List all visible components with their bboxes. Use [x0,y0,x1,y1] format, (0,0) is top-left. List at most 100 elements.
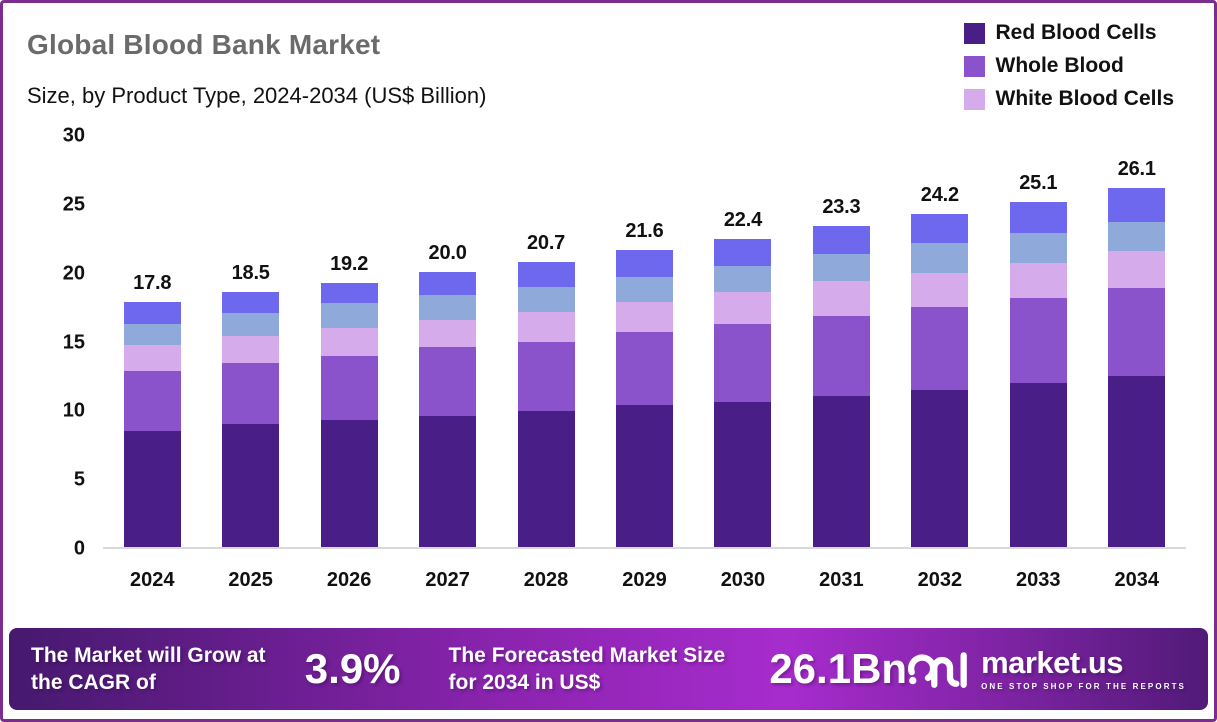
bar-segment [1009,263,1067,298]
bar-segment [812,226,870,254]
bar-segment [517,286,575,312]
bar-segment [714,266,772,293]
bar-segment [123,302,181,325]
cagr-label: The Market will Grow at the CAGR of [31,643,266,694]
bar-total-label: 21.6 [625,219,664,242]
legend-label: White Blood Cells [995,87,1175,110]
bar-segment [911,307,969,391]
bar-segment [517,341,575,411]
bar-segment [714,323,772,403]
y-tick-label: 0 [73,537,85,560]
bar-total-label: 26.1 [1117,157,1156,180]
forecast-label: The Forecasted Market Size for 2034 in U… [448,643,726,694]
bar-total-label: 17.8 [133,272,172,294]
x-tick-label: 2027 [425,569,470,591]
bar-segment [222,313,280,337]
x-tick-label: 2032 [917,569,963,591]
legend-item: Red Blood Cells [963,21,1175,45]
x-tick-label: 2029 [622,569,667,591]
bar-segment [123,344,181,371]
bar-segment [222,424,280,547]
bar-total-label: 20.0 [428,241,467,264]
y-tick-label: 15 [62,331,85,353]
bar-column: 24.2 [891,136,989,547]
market-us-logo-icon [908,652,967,688]
bar-segment [123,324,181,345]
bar-segment [1009,201,1067,234]
x-tick-label: 2028 [523,569,569,591]
bar-segment [1108,251,1166,289]
bar-segment [615,405,673,547]
y-tick-label: 25 [62,193,85,216]
bar-segment [517,262,575,287]
brand-logo: market.us ONE STOP SHOP FOR THE REPORTS [907,646,1186,692]
bar-segment [320,328,378,356]
bar-segment [320,355,378,421]
y-axis: 30 25 20 15 10 5 0 [23,125,85,560]
bar-segment [123,370,181,432]
x-tick-label: 2024 [129,569,175,591]
bar-column: 20.7 [497,136,595,547]
bar-total-label: 18.5 [231,262,270,285]
bar-segment [1108,376,1166,547]
logo-text-block: market.us ONE STOP SHOP FOR THE REPORTS [981,647,1186,691]
bar-segment [812,395,870,547]
bar-segment [419,347,477,417]
bar-segment [812,281,870,316]
bar-column: 19.2 [300,136,398,547]
legend-item: White Blood Cells [963,87,1175,111]
legend-swatch-icon [963,88,985,110]
x-tick-label: 2034 [1114,569,1160,591]
bar-segment [714,292,772,324]
bar-segment [419,295,477,320]
bar-total-label: 20.7 [526,232,566,255]
bar-segment [222,362,280,425]
bar-segment [812,253,870,282]
bar-segment [419,319,477,348]
bar-segment [1009,297,1067,384]
logo-tagline: ONE STOP SHOP FOR THE REPORTS [981,682,1186,691]
bar-total-label: 23.3 [822,196,861,219]
bar-segment [320,420,378,547]
bar-total-label: 19.2 [330,252,369,275]
bar-segment [615,249,673,278]
bar-column: 22.4 [694,136,792,547]
bar-segment [517,311,575,342]
bar-segment [320,282,378,304]
bar-segment [714,402,772,547]
bar-segment [1009,383,1067,547]
page-subtitle: Size, by Product Type, 2024-2034 (US$ Bi… [27,83,487,108]
bar-total-label: 25.1 [1019,171,1058,194]
x-tick-label: 2033 [1016,569,1061,591]
legend: Red Blood Cells Whole Blood White Blood Ce… [963,21,1175,111]
bar-segment [123,431,181,547]
x-axis: 2024 2025 2026 2027 2028 2029 2030 2031 2032 2033… [103,569,1186,592]
bar-column: 20.0 [398,136,496,547]
bar-segment [419,416,477,547]
legend-label: Red Blood Cells [995,21,1157,44]
bar-segment [812,315,870,396]
bar-column: 23.3 [792,136,890,547]
bar-segment [419,271,477,296]
bar-segment [222,292,280,313]
bar-segment [1009,233,1067,264]
legend-swatch-icon [963,22,985,44]
cagr-value: 3.9% [304,645,401,692]
bar-segment [1108,222,1166,252]
y-tick-label: 30 [62,124,85,147]
legend-item: Whole Blood [963,54,1175,78]
bar-total-label: 24.2 [920,183,959,206]
bar-segment [222,336,280,363]
bar-segment [911,213,969,243]
x-tick-label: 2026 [326,569,372,591]
y-tick-label: 20 [62,262,85,285]
bar-column: 26.1 [1088,136,1186,547]
footer-banner: The Market will Grow at the CAGR of 3.9%… [9,628,1208,710]
y-tick-label: 5 [73,468,85,491]
bars-container: 17.8 18.5 19.2 20.0 20.7 21.6 22.4 23.3 24.2 25.1… [103,136,1186,547]
bar-total-label: 22.4 [723,208,763,231]
forecast-value: 26.1Bn [769,645,908,692]
bar-segment [714,238,772,267]
bar-segment [615,277,673,302]
